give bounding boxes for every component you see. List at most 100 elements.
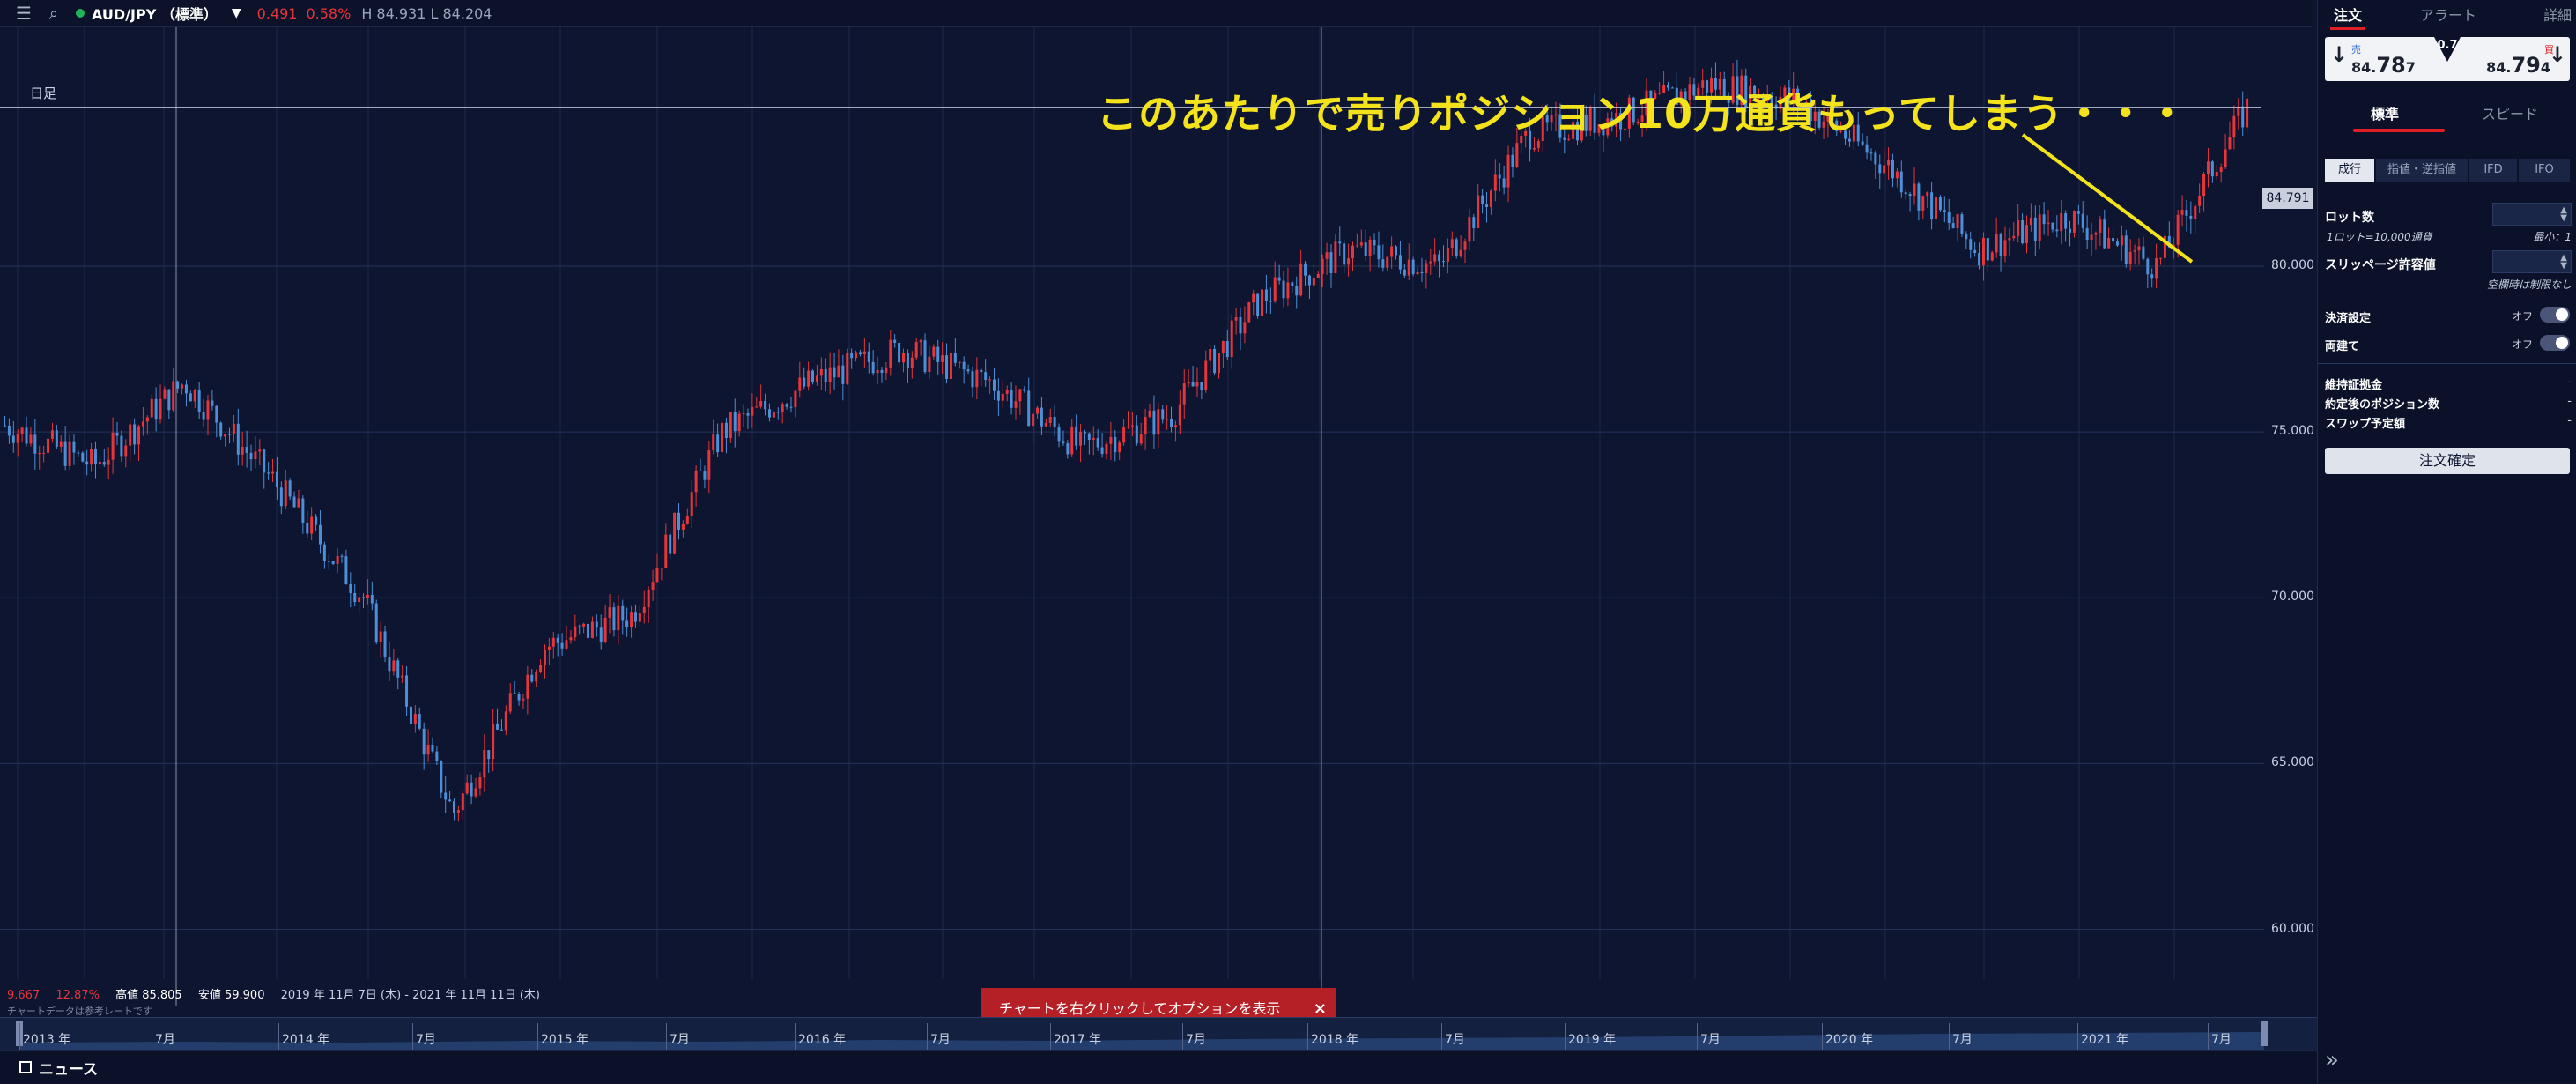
tab-alert[interactable]: アラート — [2420, 7, 2477, 24]
candle-body — [1765, 97, 1769, 101]
candle-body — [647, 590, 650, 608]
candle-body — [560, 642, 564, 649]
candle-body — [1450, 239, 1454, 249]
navigator-label: 7月 — [155, 1033, 175, 1047]
news-bar[interactable]: ニュース — [0, 1050, 2317, 1084]
lot-input[interactable]: ▲ ▼ — [2492, 203, 2572, 226]
stat-change-pct: 12.87% — [56, 989, 100, 1002]
candle-body — [1299, 263, 1303, 296]
navigator-tick — [1182, 1023, 1183, 1050]
candle-body — [422, 728, 426, 755]
candle-body — [279, 487, 283, 507]
navigator-label: 2013 年 — [23, 1033, 71, 1047]
candle-body — [953, 353, 957, 363]
navigator-tick — [1697, 1023, 1698, 1050]
candle-body — [1749, 85, 1752, 108]
candle-body — [1485, 204, 1489, 207]
candle-body — [1688, 84, 1691, 100]
time-navigator[interactable]: 2013 年 7月 2014 年 7月 2015 年 7月 2016 年 7月 2017 年 7月… — [0, 1017, 2317, 1050]
candle-body — [1511, 154, 1514, 167]
candle-body — [590, 621, 594, 638]
candle-body — [2232, 115, 2236, 137]
order-type-market[interactable]: 成行 — [2325, 159, 2374, 182]
candle-body — [1455, 239, 1458, 256]
candle-body — [184, 384, 188, 394]
candle-body — [1359, 242, 1363, 246]
candle-body — [815, 375, 818, 382]
candle-body — [1770, 97, 1773, 105]
candle-body — [1472, 217, 1476, 228]
candle-body — [1908, 194, 1912, 197]
candle-body — [1774, 104, 1778, 109]
navigator-tick — [1949, 1023, 1950, 1050]
margin-value: - — [2567, 375, 2572, 389]
tab-details[interactable]: 詳細 — [2543, 7, 2572, 24]
candle-body — [1779, 96, 1782, 109]
candle-body — [941, 355, 944, 362]
candle-body — [1981, 238, 1985, 266]
candlestick-chart-svg[interactable] — [0, 27, 2317, 1014]
candle-body — [837, 365, 840, 378]
candle-body — [1252, 293, 1255, 303]
hamburger-menu-icon[interactable]: ☰ — [16, 3, 32, 24]
tab-standard-order[interactable]: 標準 — [2371, 106, 2400, 123]
slippage-input[interactable]: ▲ ▼ — [2492, 250, 2572, 273]
candle-body — [176, 381, 180, 389]
news-label[interactable]: ニュース — [39, 1060, 99, 1079]
candle-body — [2012, 235, 2016, 239]
navigator-tick — [412, 1023, 413, 1050]
candle-body — [310, 516, 314, 534]
candle-body — [1783, 87, 1787, 97]
candle-body — [517, 694, 521, 701]
candle-body — [625, 620, 629, 627]
tab-order[interactable]: 注文 — [2329, 4, 2366, 30]
navigator-right-handle[interactable] — [2261, 1021, 2268, 1046]
candle-body — [1075, 426, 1078, 446]
candle-body — [1304, 263, 1307, 276]
candle-body — [996, 390, 1000, 401]
navigator-tick — [2077, 1023, 2078, 1050]
candle-body — [1999, 233, 2002, 256]
order-type-ifo[interactable]: IFO — [2519, 159, 2570, 182]
slippage-row: スリッページ許容値 ▲ ▼ — [2325, 250, 2572, 282]
order-type-limit-stop[interactable]: 指値・逆指値 — [2376, 159, 2468, 182]
swap-value: - — [2567, 414, 2572, 427]
candle-body — [1264, 289, 1268, 301]
candle-body — [2202, 174, 2206, 197]
candle-body — [344, 556, 348, 585]
candle-body — [1139, 434, 1143, 444]
buy-button[interactable]: 買 84.794 ↓ — [2448, 39, 2566, 79]
candle-body — [1956, 214, 1959, 229]
symbol-selector[interactable]: AUD/JPY （標準） — [92, 6, 218, 23]
candle-body — [297, 498, 300, 508]
stepper-icon[interactable]: ▲ ▼ — [2560, 205, 2567, 223]
tab-speed-order[interactable]: スピード — [2482, 106, 2539, 123]
search-icon[interactable]: ⌕ — [48, 4, 59, 23]
candle-body — [1658, 93, 1662, 94]
candle-body — [880, 369, 884, 374]
candle-body — [2025, 225, 2028, 244]
chart-annotation: このあたりで売りポジション10万通貨もってしまう・・・ — [1097, 90, 2188, 137]
candle-body — [98, 461, 101, 464]
candle-body — [772, 412, 775, 418]
hedge-toggle[interactable] — [2540, 335, 2570, 351]
arrow-down-icon: ↓ — [2330, 42, 2349, 67]
candle-body — [1325, 252, 1329, 259]
price-chart[interactable]: 日足 このあたりで売りポジション10万通貨もってしまう・・・ 84.791 80… — [0, 27, 2317, 1038]
hedge-row: 両建て オフ — [2325, 335, 2572, 354]
chevron-down-icon[interactable]: ▼ — [231, 6, 241, 20]
candle-body — [828, 367, 832, 382]
candle-body — [1731, 76, 1735, 103]
candle-body — [2198, 196, 2202, 206]
candle-body — [1710, 78, 1714, 93]
order-type-ifd[interactable]: IFD — [2469, 159, 2517, 182]
stepper-icon[interactable]: ▲ ▼ — [2560, 253, 2567, 271]
settlement-toggle[interactable] — [2540, 307, 2570, 323]
close-icon[interactable]: × — [1313, 999, 1327, 1018]
confirm-order-button[interactable]: 注文確定 — [2325, 448, 2570, 474]
sell-button[interactable]: ↓ 売 84.787 — [2328, 39, 2446, 79]
candle-body — [914, 342, 918, 358]
candle-body — [1899, 171, 1903, 193]
candle-body — [254, 451, 257, 460]
expand-panel-icon[interactable]: » — [2325, 1047, 2339, 1073]
